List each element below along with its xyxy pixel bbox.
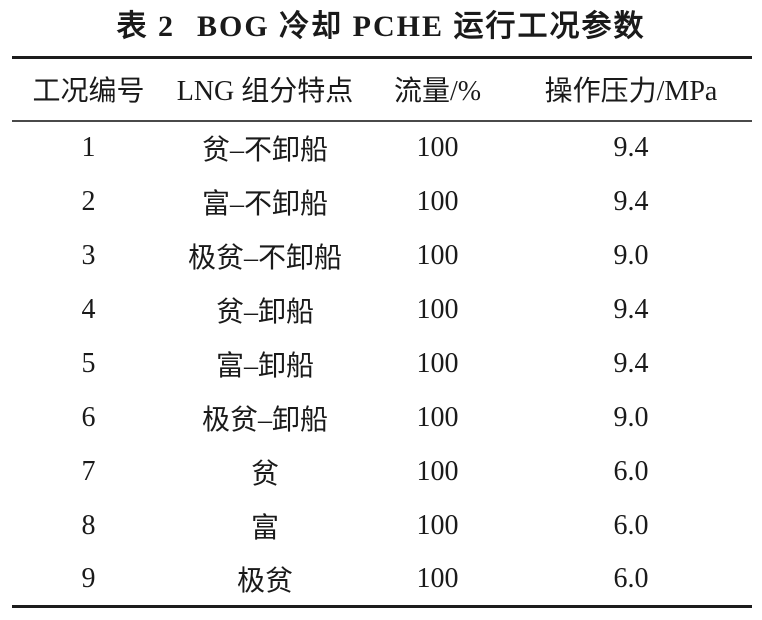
table-cell: 9.0: [613, 401, 649, 433]
table-cell: 极贫: [236, 565, 293, 597]
table-row: 2 富–不卸船 100 9.4: [12, 175, 752, 229]
table-header: 工况编号 LNG 组分特点 流量/% 操作压力/MPa: [12, 58, 752, 121]
table-cell: 9: [81, 562, 96, 594]
table-cell: 9.0: [613, 239, 649, 271]
table-row: 6 极贫–卸船 100 9.0: [12, 391, 752, 445]
table-cell: 100: [416, 185, 459, 217]
table-row: 7 贫 100 6.0: [12, 445, 752, 499]
table-cell: 6: [81, 401, 96, 433]
table-cell: 贫–不卸船: [201, 135, 328, 166]
table-cell: 4: [81, 293, 96, 325]
table-cell: 富–卸船: [215, 350, 314, 382]
table-cell: 6.0: [613, 509, 649, 541]
table-cell: 贫–卸船: [215, 296, 314, 328]
table-cell: 100: [416, 401, 459, 433]
table-cell: 5: [81, 347, 96, 379]
table-row: 9 极贫 100 6.0: [12, 553, 752, 607]
table-cell: 极贫–卸船: [201, 404, 328, 436]
table-cell: 富: [250, 512, 279, 544]
column-header-condition-no: 工况编号: [32, 76, 145, 108]
table-cell: 富–不卸船: [201, 188, 328, 220]
table-row: 4 贫–卸船 100 9.4: [12, 283, 752, 337]
table-body: 1 贫–不卸船 100 9.4 2 富–不卸船 100 9.4 3 极贫–不卸船…: [12, 121, 752, 607]
table-cell: 6.0: [613, 455, 649, 487]
table-cell: 100: [416, 347, 459, 379]
column-header-lng-composition: LNG 组分特点: [176, 76, 354, 108]
table-cell: 1: [81, 132, 96, 163]
table-cell: 8: [81, 509, 96, 541]
table-cell: 9.4: [613, 293, 649, 325]
table-cell: 9.4: [613, 132, 649, 163]
table-cell: 3: [81, 239, 96, 271]
table-row: 5 富–卸船 100 9.4: [12, 337, 752, 391]
table-row: 1 贫–不卸船 100 9.4: [12, 121, 752, 175]
table-container: 工况编号 LNG 组分特点 流量/% 操作压力/MPa 1 贫–不卸船 100 …: [12, 56, 752, 608]
table-caption: 表 2 BOG 冷却 PCHE 运行工况参数: [0, 1, 762, 45]
table-cell: 9.4: [613, 347, 649, 379]
table-cell: 100: [416, 509, 459, 541]
table-cell: 100: [416, 293, 459, 325]
table-cell: 2: [81, 185, 96, 217]
table-cell: 贫: [250, 458, 279, 490]
table-cell: 9.4: [613, 185, 649, 217]
column-header-operating-pressure: 操作压力/MPa: [544, 76, 718, 108]
table-cell: 100: [416, 562, 459, 594]
table-caption-label: 表 2: [116, 10, 175, 43]
table-row: 8 富 100 6.0: [12, 499, 752, 553]
table-cell: 7: [81, 455, 96, 487]
table-cell: 6.0: [613, 562, 649, 594]
header-row: 工况编号 LNG 组分特点 流量/% 操作压力/MPa: [12, 58, 752, 121]
table-row: 3 极贫–不卸船 100 9.0: [12, 229, 752, 283]
table-cell: 100: [416, 455, 459, 487]
column-header-flow-rate: 流量/%: [393, 76, 482, 108]
table-caption-title: BOG 冷却 PCHE 运行工况参数: [196, 10, 646, 43]
table-cell: 极贫–不卸船: [187, 242, 342, 274]
operating-conditions-table: 工况编号 LNG 组分特点 流量/% 操作压力/MPa 1 贫–不卸船 100 …: [12, 56, 752, 608]
table-cell: 100: [416, 239, 459, 271]
table-cell: 100: [416, 132, 459, 163]
